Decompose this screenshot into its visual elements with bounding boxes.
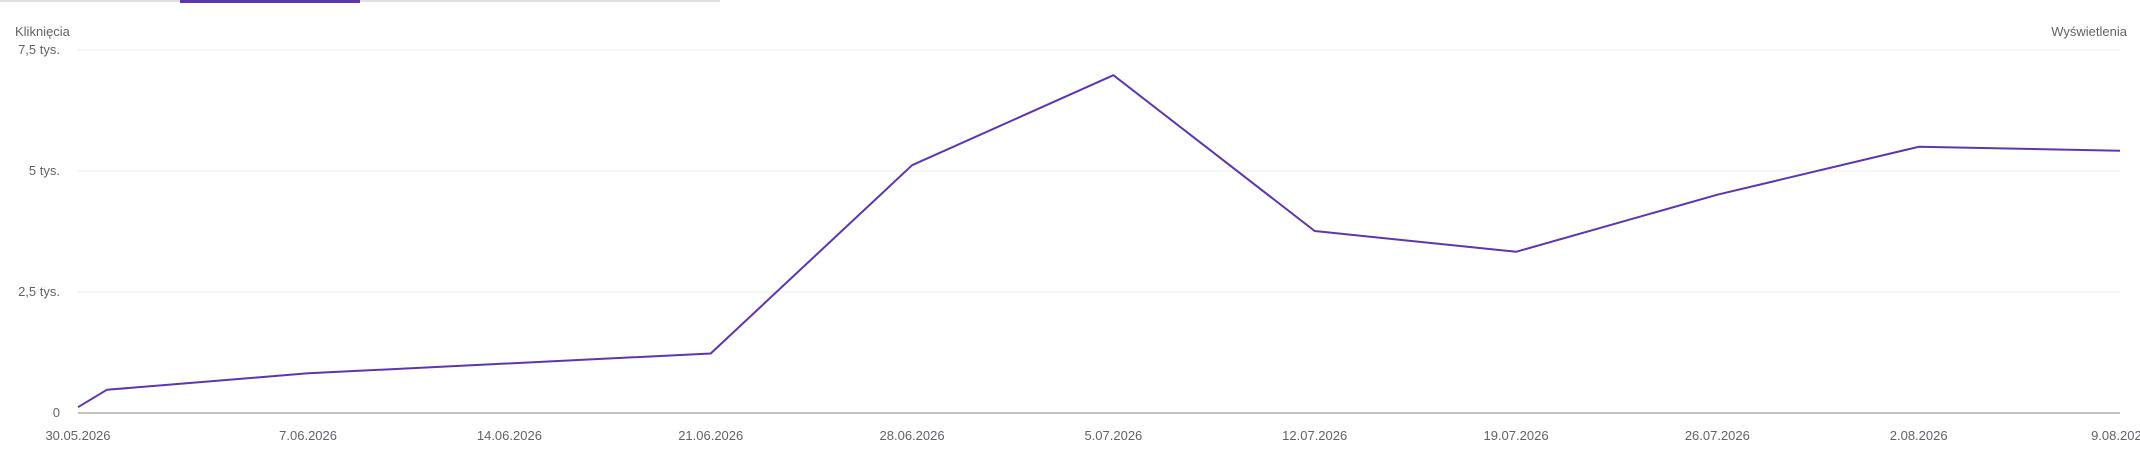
- gridlines: [78, 49, 2120, 414]
- series-layer: [72, 69, 2126, 413]
- y-axis-title-right: Wyświetlenia: [2051, 24, 2128, 39]
- data-point[interactable]: [705, 347, 717, 359]
- data-point[interactable]: [1711, 189, 1723, 201]
- x-tick-label: 2.08.2026: [1890, 428, 1948, 443]
- data-point[interactable]: [302, 367, 314, 379]
- x-tick-label: 28.06.2026: [880, 428, 945, 443]
- y-axis-title-left: Kliknięcia: [15, 24, 71, 39]
- data-point[interactable]: [1913, 141, 1925, 153]
- x-tick-label: 14.06.2026: [477, 428, 542, 443]
- x-tick-label: 9.08.2026: [2091, 428, 2140, 443]
- series-line: [77, 74, 2121, 409]
- x-axis-labels: 30.05.2026 7.06.2026 14.06.2026 21.06.2026 2…: [45, 428, 2140, 443]
- data-point[interactable]: [906, 159, 918, 171]
- data-point[interactable]: [1309, 225, 1321, 237]
- data-point[interactable]: [2114, 145, 2126, 157]
- active-tab-indicator: [180, 0, 360, 3]
- x-tick-label: 21.06.2026: [678, 428, 743, 443]
- y-tick-label: 7,5 tys.: [18, 42, 60, 57]
- x-tick-label: 19.07.2026: [1483, 428, 1548, 443]
- y-tick-label: 5 tys.: [29, 163, 60, 178]
- x-tick-label: 12.07.2026: [1282, 428, 1347, 443]
- data-point[interactable]: [72, 401, 84, 413]
- data-point[interactable]: [101, 384, 113, 396]
- y-axis-labels: 0 2,5 tys. 5 tys. 7,5 tys.: [18, 42, 60, 420]
- data-point[interactable]: [1510, 246, 1522, 258]
- y-tick-label: 0: [53, 405, 60, 420]
- tab-strip: [0, 0, 720, 2]
- y-tick-label: 2,5 tys.: [18, 284, 60, 299]
- x-tick-label: 5.07.2026: [1084, 428, 1142, 443]
- x-tick-label: 7.06.2026: [279, 428, 337, 443]
- x-tick-label: 30.05.2026: [45, 428, 110, 443]
- data-point[interactable]: [1107, 69, 1119, 81]
- x-tick-label: 26.07.2026: [1685, 428, 1750, 443]
